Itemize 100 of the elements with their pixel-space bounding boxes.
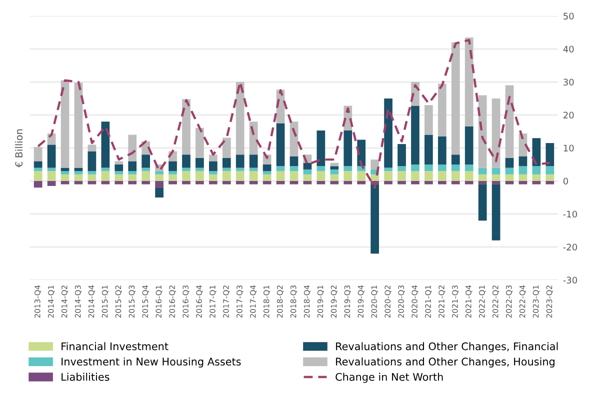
bar (478, 168, 487, 174)
bar (128, 171, 137, 174)
bar (262, 174, 272, 181)
bar (249, 168, 258, 172)
bar (276, 166, 285, 172)
bar (276, 171, 285, 181)
bar (114, 171, 124, 174)
bar (222, 158, 231, 168)
bar (182, 154, 190, 168)
legend-label: Revaluations and Other Changes, Financial (336, 342, 558, 352)
bar (398, 181, 406, 184)
bar (168, 181, 177, 184)
bar (155, 171, 164, 174)
bar (357, 181, 366, 184)
bar (34, 181, 42, 188)
bar (411, 106, 420, 164)
bar (236, 82, 244, 155)
bar (155, 181, 164, 188)
bar (34, 168, 42, 172)
bar (330, 166, 339, 170)
bar (424, 181, 433, 184)
bar (222, 171, 231, 181)
y-tick-label: -20 (563, 244, 578, 251)
bar (478, 181, 487, 184)
bar (303, 174, 312, 181)
bar (34, 147, 42, 162)
bar (464, 171, 474, 181)
bar (290, 181, 298, 184)
y-axis-title: € Billion (15, 129, 23, 168)
bar (290, 171, 298, 181)
bar (101, 122, 110, 168)
bar (451, 154, 460, 164)
bar (209, 154, 218, 162)
bar (492, 168, 500, 174)
bar (74, 181, 83, 184)
bar (88, 144, 96, 152)
y-tick-label: 10 (564, 144, 574, 152)
bar (411, 164, 420, 172)
bar (384, 181, 392, 184)
bar (464, 37, 474, 127)
bar (357, 171, 366, 181)
bar (249, 122, 258, 155)
bar (114, 181, 124, 184)
bar (196, 128, 204, 158)
bar (398, 166, 406, 172)
y-tick-label: 50 (564, 12, 574, 20)
y-tick-label: -30 (563, 276, 578, 284)
bar (168, 174, 177, 181)
bar (262, 171, 272, 174)
bar (262, 164, 272, 172)
bar (262, 181, 272, 184)
bar (236, 171, 244, 181)
bar (168, 171, 177, 174)
bar (88, 171, 96, 174)
bar (518, 174, 528, 181)
bar (505, 168, 514, 174)
bar (34, 171, 42, 181)
bar (438, 171, 446, 181)
bar (384, 171, 392, 181)
bar (384, 168, 392, 172)
bar (74, 174, 83, 181)
bar (532, 174, 541, 181)
bar (128, 181, 137, 184)
bar (451, 164, 460, 172)
bar (88, 151, 96, 172)
bar (411, 171, 420, 181)
bar (47, 171, 56, 181)
legend-label: Change in Net Worth (336, 372, 443, 383)
bar (505, 181, 514, 184)
bar (424, 164, 433, 172)
bar (128, 161, 137, 172)
bar (182, 168, 190, 172)
bar (88, 174, 96, 181)
bar (182, 171, 190, 181)
bar (34, 161, 42, 168)
bar (532, 166, 541, 174)
bar (370, 184, 379, 254)
bar (344, 166, 352, 172)
bar (114, 174, 124, 181)
bar (142, 168, 150, 172)
bar (74, 171, 83, 174)
bar (101, 181, 110, 184)
bar (330, 174, 339, 181)
bar (236, 168, 244, 172)
bar (222, 168, 231, 172)
bar (478, 174, 487, 181)
bar (60, 80, 70, 168)
bar (60, 181, 70, 184)
bar (384, 98, 392, 168)
bar (290, 166, 298, 172)
bar (47, 181, 56, 186)
bar (424, 105, 433, 135)
bar (330, 169, 339, 174)
bar (209, 174, 218, 181)
bar (451, 181, 460, 184)
bar (546, 143, 554, 166)
bar (114, 164, 124, 172)
bar (290, 156, 298, 166)
bar (505, 174, 514, 181)
bar (196, 181, 204, 184)
